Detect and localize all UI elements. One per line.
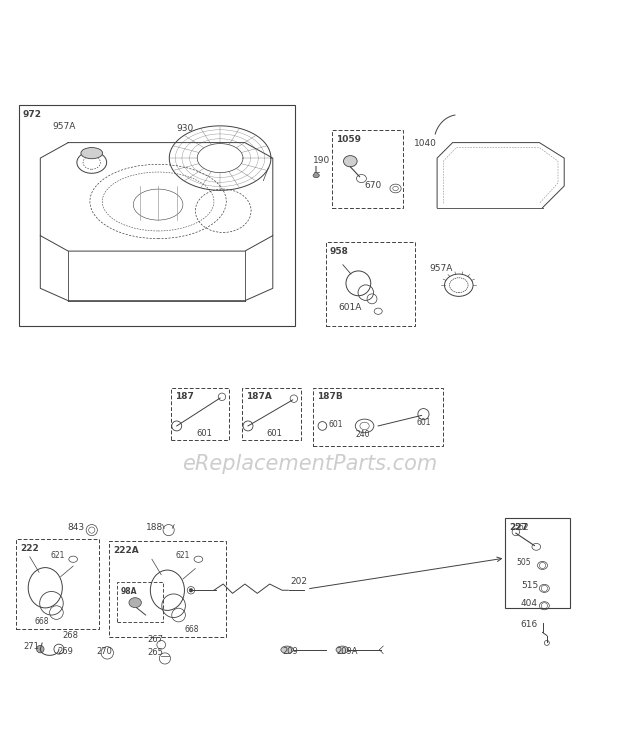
Text: 601: 601 [196,429,212,438]
Text: 269: 269 [58,647,74,656]
Text: 972: 972 [23,110,42,119]
Text: 616: 616 [521,620,538,629]
Text: 98A: 98A [121,587,138,596]
Text: 670: 670 [364,182,381,190]
Ellipse shape [81,147,103,158]
Circle shape [37,646,44,653]
Text: 209A: 209A [336,647,358,656]
Text: 601: 601 [417,417,431,426]
Text: 190: 190 [312,156,330,165]
Ellipse shape [343,155,357,167]
Text: 668: 668 [185,625,199,634]
Text: 187A: 187A [246,392,272,402]
Text: 958: 958 [330,247,348,256]
Text: 601: 601 [329,420,343,429]
Text: 505: 505 [516,558,531,567]
Text: 265: 265 [148,648,164,657]
Text: 562: 562 [515,523,529,532]
Text: eReplacementParts.com: eReplacementParts.com [182,454,438,474]
Text: 601: 601 [267,429,283,438]
Ellipse shape [129,597,141,608]
Text: 209: 209 [282,647,298,656]
Ellipse shape [336,646,348,653]
Text: 404: 404 [521,599,538,608]
Text: 668: 668 [34,618,48,626]
Text: 930: 930 [177,124,194,132]
Text: 270: 270 [96,647,112,656]
Text: 187: 187 [175,392,193,402]
Text: 267: 267 [148,635,164,644]
Text: 621: 621 [51,551,65,560]
Text: 202: 202 [290,577,307,586]
Text: 957A: 957A [53,123,76,132]
Text: 187B: 187B [317,393,343,402]
Text: 268: 268 [62,632,78,641]
Ellipse shape [281,646,293,653]
Text: 1040: 1040 [414,138,437,147]
Text: 222A: 222A [113,545,139,554]
Text: 515: 515 [521,581,538,590]
Text: 271: 271 [24,642,40,651]
Text: 601A: 601A [338,303,361,312]
Text: 188: 188 [146,523,163,532]
Ellipse shape [313,173,319,178]
Text: 843: 843 [67,523,84,532]
Text: 222: 222 [20,545,38,554]
Text: 227: 227 [510,522,528,532]
Text: 957A: 957A [429,264,453,273]
Circle shape [189,589,193,592]
Text: 1059: 1059 [336,135,361,144]
Text: 240: 240 [355,430,370,439]
Text: 621: 621 [175,551,190,560]
